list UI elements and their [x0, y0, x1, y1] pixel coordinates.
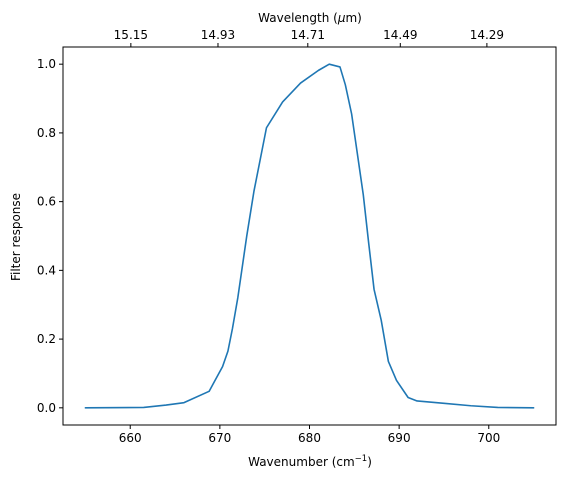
y-tick-label: 0.8: [37, 126, 56, 140]
x-axis-label: Wavenumber (cm−1): [248, 454, 372, 469]
x-tick-label: 680: [298, 431, 321, 445]
x-tick-label: 700: [477, 431, 500, 445]
y-tick-label: 0.4: [37, 263, 56, 277]
top-tick-label: 15.15: [114, 28, 148, 42]
top-x-axis-ticks: 15.15 14.93 14.71 14.49 14.29: [114, 28, 504, 47]
x-tick-label: 670: [208, 431, 231, 445]
bottom-x-axis-ticks: 660 670 680 690 700: [119, 425, 500, 445]
x-tick-label: 690: [388, 431, 411, 445]
top-tick-label: 14.71: [291, 28, 325, 42]
y-tick-label: 1.0: [37, 57, 56, 71]
y-axis-label: Filter response: [9, 193, 23, 281]
y-tick-label: 0.6: [37, 195, 56, 209]
top-tick-label: 14.93: [201, 28, 235, 42]
y-tick-label: 0.0: [37, 401, 56, 415]
y-axis-ticks: 0.0 0.2 0.4 0.6 0.8 1.0: [37, 57, 63, 415]
top-x-axis-label: Wavelength (μm): [258, 11, 362, 25]
top-tick-label: 14.29: [470, 28, 504, 42]
x-tick-label: 660: [119, 431, 142, 445]
top-tick-label: 14.49: [383, 28, 417, 42]
series-line-1: [84, 63, 535, 409]
y-tick-label: 0.2: [37, 332, 56, 346]
series-layer: [84, 63, 535, 409]
